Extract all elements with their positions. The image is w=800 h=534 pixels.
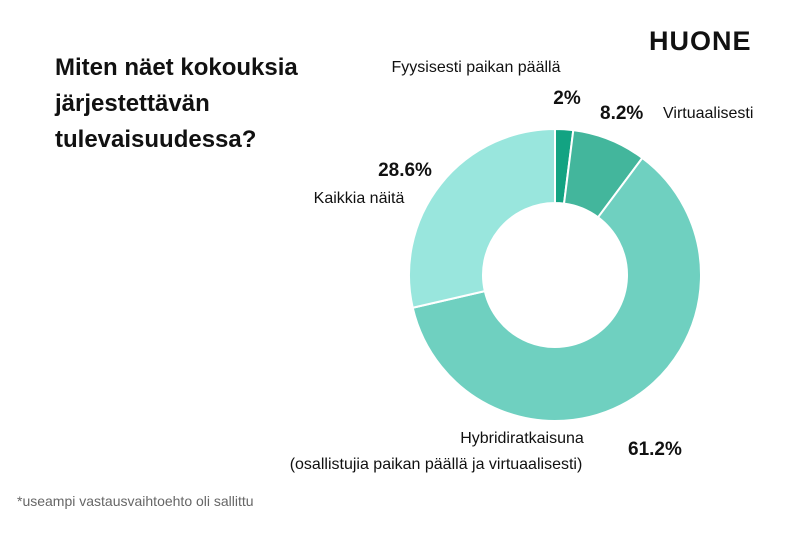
footnote: *useampi vastausvaihtoehto oli sallittu (17, 493, 254, 509)
donut-slice-3 (408, 127, 556, 309)
slice-label-fyysisesti: Fyysisesti paikan päällä (392, 59, 561, 76)
slice-label-hybridi-line-1: Hybridiratkaisuna (460, 430, 584, 447)
slice-label-virtuaalisesti: Virtuaalisesti (663, 105, 753, 122)
donut-slices (408, 127, 702, 422)
donut-slice-2 (411, 156, 702, 422)
title-line-1: Miten näet kokouksia (55, 54, 298, 81)
slice-value-kaikkia: 28.6% (378, 160, 432, 181)
slice-label-kaikkia: Kaikkia näitä (314, 190, 405, 207)
title-line-2: järjestettävän (55, 90, 210, 117)
slice-value-hybridi: 61.2% (628, 439, 682, 460)
brand-logo: HUONE (649, 26, 752, 56)
slice-value-virtuaalisesti: 8.2% (600, 103, 643, 124)
slice-label-hybridi-line-2: (osallistujia paikan päällä ja virtuaali… (290, 456, 583, 473)
chart-title: Miten näet kokouksia järjestettävän tule… (55, 50, 355, 158)
title-line-3: tulevaisuudessa? (55, 126, 257, 153)
slice-value-fyysisesti: 2% (553, 88, 581, 109)
